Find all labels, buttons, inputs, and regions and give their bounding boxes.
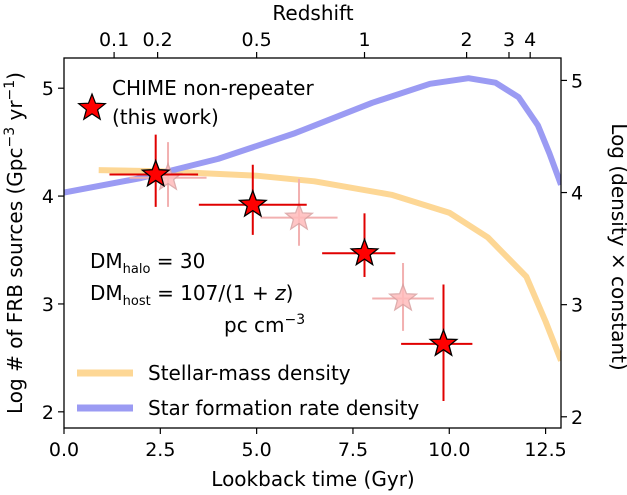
dm-halo-prefix: DM bbox=[90, 249, 123, 273]
dm-host-close: ) bbox=[286, 281, 294, 305]
top-tick-label-5: 3 bbox=[503, 29, 515, 51]
yl-tick-label-0: 2 bbox=[42, 402, 54, 424]
left-axis-title-exp1: −3 bbox=[2, 127, 18, 148]
units-exp: −3 bbox=[285, 312, 306, 328]
sfr-density-curve bbox=[64, 75, 561, 196]
units-prefix: pc cm bbox=[224, 313, 285, 337]
top-tick-label-4: 2 bbox=[461, 29, 473, 51]
legend-stellar-label: Stellar-mass density bbox=[148, 361, 351, 385]
dm-host-value: = 107/(1 + bbox=[151, 281, 275, 305]
dm-halo-value: = 30 bbox=[150, 249, 205, 273]
x-tick-label-0: 0.0 bbox=[49, 439, 79, 461]
legend-frb-line1: CHIME non-repeater bbox=[112, 76, 314, 100]
dm-host-annotation: DMhost = 107/(1 + z) bbox=[90, 281, 293, 309]
curves-layer bbox=[64, 75, 561, 362]
dm-halo-annotation: DMhalo = 30 bbox=[90, 249, 205, 277]
plot-frame bbox=[63, 57, 562, 429]
points-layer bbox=[109, 134, 473, 402]
left-axis-title-mid: yr bbox=[3, 100, 27, 127]
left-axis-title: Log # of FRB sources (Gpc−3 yr−1) bbox=[2, 72, 27, 414]
x-tick-label-2: 5.0 bbox=[242, 439, 272, 461]
axes-layer: 0.0 2.5 5.0 7.5 10.0 12.50.1 0.2 0.5 1 2 3 42345234… bbox=[42, 29, 583, 461]
dm-host-sub: host bbox=[123, 294, 151, 309]
x-tick-label-1: 2.5 bbox=[145, 439, 175, 461]
dm-host-prefix: DM bbox=[90, 281, 123, 305]
top-axis-title: Redshift bbox=[272, 1, 353, 25]
units-annotation: pc cm−3 bbox=[224, 312, 305, 337]
top-tick-label-2: 0.5 bbox=[242, 29, 272, 51]
dm-host-z: z bbox=[274, 281, 286, 305]
x-tick-label-5: 12.5 bbox=[524, 439, 566, 461]
frb-star-2 bbox=[349, 237, 380, 267]
top-tick-label-3: 1 bbox=[358, 29, 370, 51]
top-tick-label-0: 0.1 bbox=[99, 29, 129, 51]
top-tick-label-1: 0.2 bbox=[143, 29, 173, 51]
yr-tick-label-1: 3 bbox=[571, 295, 583, 317]
faded-star-2 bbox=[387, 282, 419, 312]
legend-frb-line2: (this work) bbox=[112, 105, 219, 129]
x-tick-label-4: 10.0 bbox=[428, 439, 470, 461]
yr-tick-label-0: 2 bbox=[571, 407, 583, 429]
stellar-mass-curve bbox=[98, 167, 561, 362]
x-tick-label-3: 7.5 bbox=[338, 439, 368, 461]
legend: CHIME non-repeater (this work) Stellar-m… bbox=[77, 76, 419, 420]
frb-star-3 bbox=[428, 328, 459, 357]
yr-tick-label-3: 5 bbox=[571, 70, 583, 92]
bottom-axis-title: Lookback time (Gyr) bbox=[211, 467, 414, 491]
right-axis-title: Log (density × constant) bbox=[607, 123, 627, 370]
legend-sfr-label: Star formation rate density bbox=[148, 396, 419, 420]
yr-tick-label-2: 4 bbox=[571, 183, 583, 205]
yl-tick-label-2: 4 bbox=[42, 186, 54, 208]
left-axis-title-suffix: ) bbox=[3, 72, 27, 80]
legend-star-marker bbox=[77, 92, 107, 121]
left-axis-title-exp2: −1 bbox=[2, 80, 18, 101]
yl-tick-label-3: 5 bbox=[42, 78, 54, 100]
left-axis-title-prefix: Log # of FRB sources (Gpc bbox=[3, 148, 27, 415]
yl-tick-label-1: 3 bbox=[42, 294, 54, 316]
top-tick-label-6: 4 bbox=[524, 29, 536, 51]
dm-halo-sub: halo bbox=[123, 262, 151, 277]
frb-star-0 bbox=[140, 158, 171, 188]
frb-star-1 bbox=[237, 188, 268, 218]
faded-star-1 bbox=[283, 201, 315, 231]
